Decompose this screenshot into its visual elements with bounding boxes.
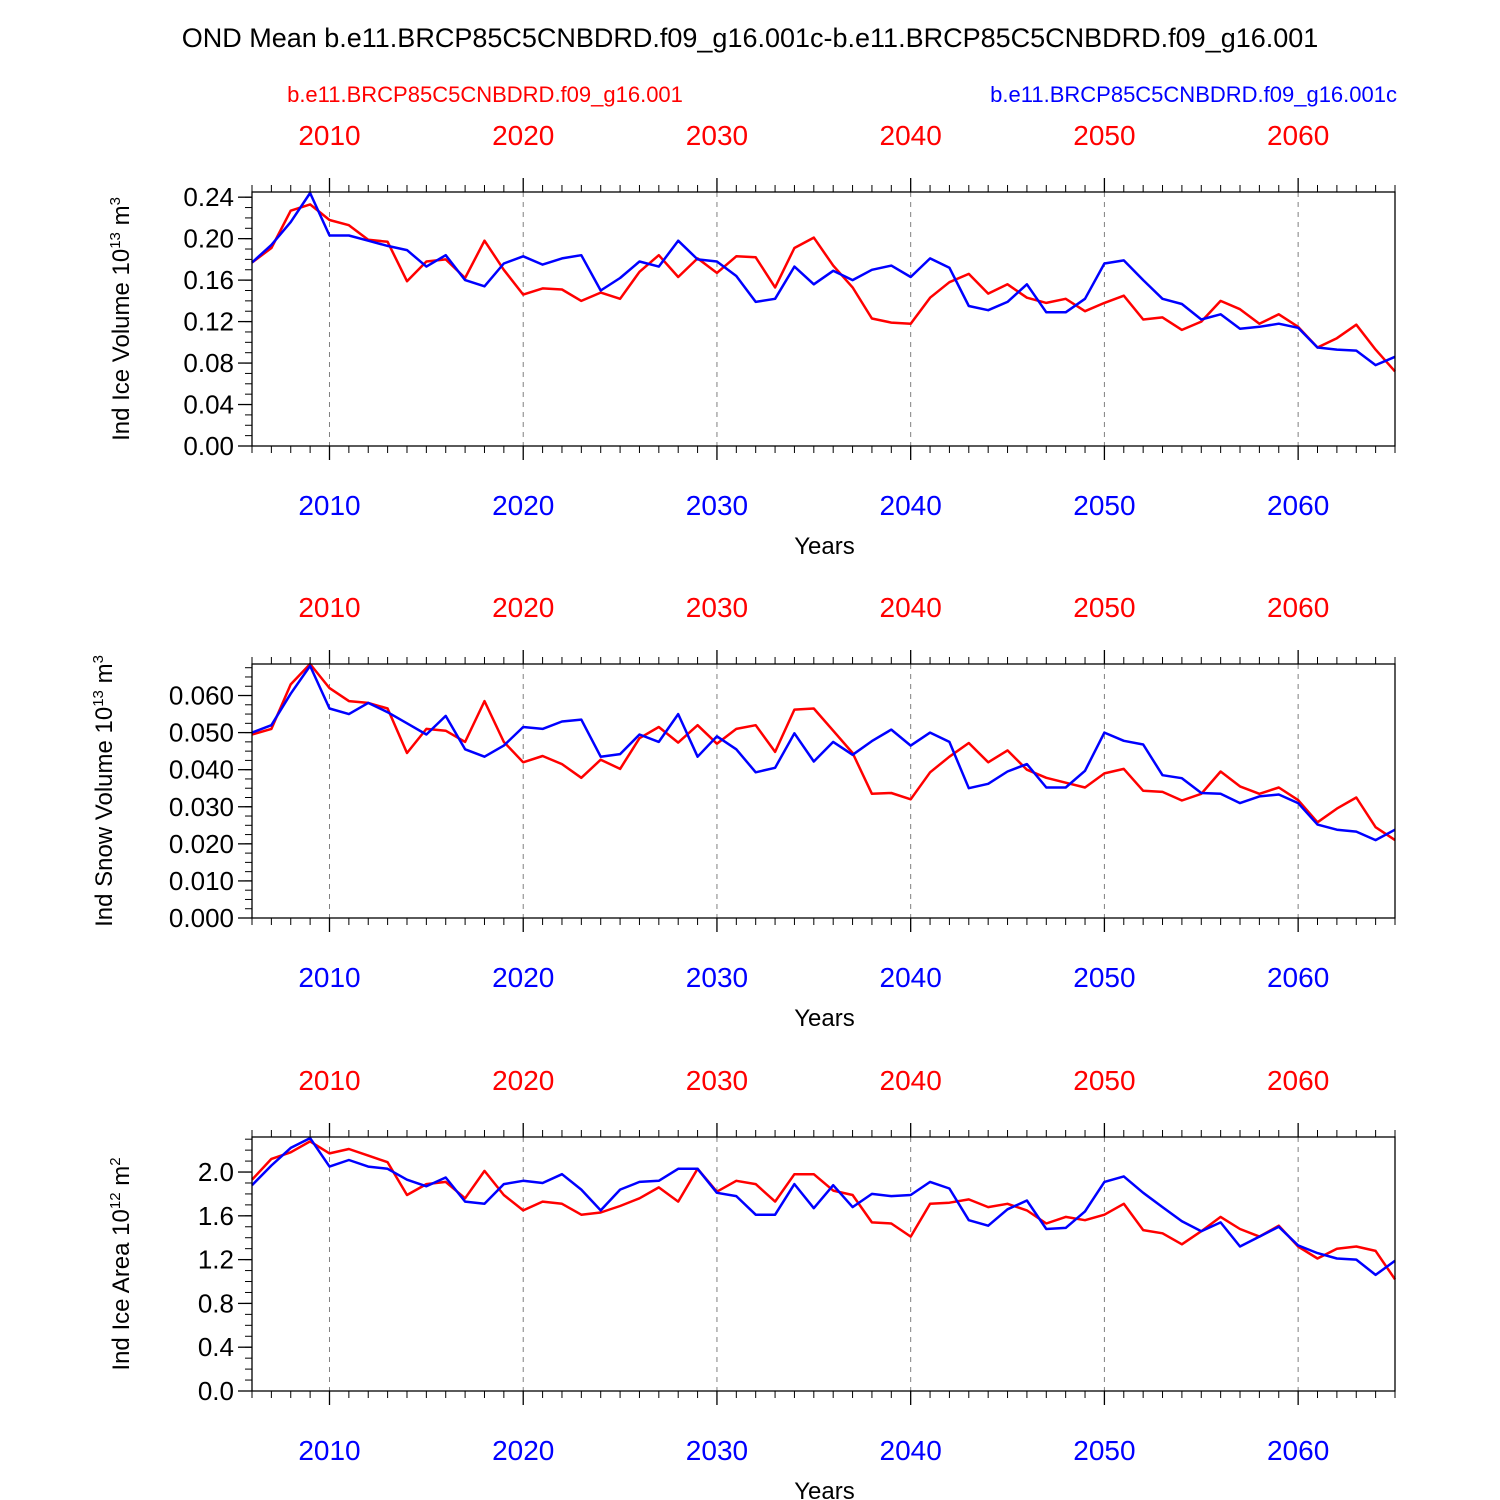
y-axis-label-ylabel: Ind Ice Volume 10 [108, 249, 135, 441]
x-tick-label-top: 2040 [880, 1065, 942, 1096]
x-tick-label-bottom: 2030 [686, 490, 748, 521]
y-tick-label: 0.030 [169, 792, 234, 822]
x-tick-label-bottom: 2060 [1267, 962, 1329, 993]
panel-ice-area: 0.0 0.4 0.8 1.2 1.6 2.0 2010 2010 2020 2020 2030 20… [107, 1065, 1397, 1500]
x-tick-label-bottom: 2020 [492, 490, 554, 521]
y-axis-label-ylabel-exp: 13 [90, 690, 107, 707]
x-tick-label-top: 2020 [492, 592, 554, 623]
x-tick-label-bottom: 2010 [298, 962, 360, 993]
x-tick-label-bottom: 2050 [1073, 1435, 1135, 1466]
x-tick-label-top: 2050 [1073, 120, 1135, 151]
y-axis-label-ylabel: Ind Snow Volume 10 [91, 707, 118, 927]
x-tick-label-top: 2040 [880, 120, 942, 151]
legend-entry-red: b.e11.BRCP85C5CNBDRD.f09_g16.001 [287, 82, 683, 107]
series-line-blue [251, 664, 1396, 842]
series-line-red [251, 662, 1396, 842]
y-tick-label: 0.00 [183, 431, 234, 461]
x-tick-label-bottom: 2040 [880, 490, 942, 521]
x-tick-label-bottom: 2030 [686, 962, 748, 993]
y-tick-label: 0.12 [183, 307, 234, 337]
y-tick-label: 0.04 [183, 390, 234, 420]
x-tick-label-top: 2060 [1267, 120, 1329, 151]
y-tick-label: 0.8 [198, 1288, 234, 1318]
x-tick-label-bottom: 2020 [492, 962, 554, 993]
x-tick-label-bottom: 2050 [1073, 490, 1135, 521]
x-tick-label-bottom: 2040 [880, 962, 942, 993]
x-tick-label-top: 2010 [298, 120, 360, 151]
panels: 0.00 0.04 0.08 0.12 0.16 0.20 0.24 2010 2010 2020… [90, 120, 1397, 1500]
figure-title: OND Mean b.e11.BRCP85C5CNBDRD.f09_g16.00… [182, 23, 1319, 53]
y-tick-label: 0.040 [169, 755, 234, 785]
x-tick-label-top: 2030 [686, 592, 748, 623]
y-axis-label: Ind Ice Area 1012 m2 [107, 1157, 135, 1370]
x-tick-label-bottom: 2030 [686, 1435, 748, 1466]
x-tick-label-top: 2060 [1267, 592, 1329, 623]
y-tick-label: 0.010 [169, 866, 234, 896]
x-tick-label-bottom: 2040 [880, 1435, 942, 1466]
panel-ice-volume: 0.00 0.04 0.08 0.12 0.16 0.20 0.24 2010 2010 2020… [107, 120, 1396, 560]
y-axis-label-ylabel-unit-exp: 3 [107, 197, 124, 205]
x-axis-label: Years [794, 1478, 855, 1500]
y-axis-label-ylabel-unit-exp: 3 [90, 655, 107, 663]
y-axis-label: Ind Snow Volume 1013 m3 [90, 655, 118, 927]
y-axis-label: Ind Ice Volume 1013 m3 [107, 197, 135, 441]
y-tick-label: 0.08 [183, 348, 234, 378]
y-axis-label-ylabel-unit: m [108, 1166, 135, 1193]
x-tick-label-top: 2020 [492, 120, 554, 151]
series-line-red [251, 203, 1396, 373]
plot-frame [251, 1136, 1396, 1392]
plot-frame [251, 663, 1396, 919]
x-tick-label-bottom: 2050 [1073, 962, 1135, 993]
y-axis-label-ylabel: Ind Ice Area 10 [108, 1209, 135, 1370]
y-tick-label: 2.0 [198, 1157, 234, 1187]
x-tick-label-bottom: 2010 [298, 1435, 360, 1466]
y-axis-label-ylabel-exp: 12 [107, 1192, 124, 1209]
x-tick-label-top: 2060 [1267, 1065, 1329, 1096]
x-tick-label-top: 2050 [1073, 592, 1135, 623]
panel-snow-volume: 0.000 0.010 0.020 0.030 0.040 0.050 0.060 2010 2… [90, 592, 1396, 1032]
x-tick-label-top: 2030 [686, 1065, 748, 1096]
series-line-blue [251, 1136, 1396, 1277]
x-tick-label-bottom: 2020 [492, 1435, 554, 1466]
y-axis-label-ylabel-exp: 13 [107, 232, 124, 249]
y-axis-label-ylabel-unit: m [108, 205, 135, 232]
series-line-blue [251, 191, 1396, 367]
y-tick-label: 1.2 [198, 1245, 234, 1275]
y-tick-label: 0.24 [183, 182, 234, 212]
y-tick-label: 1.6 [198, 1201, 234, 1231]
y-tick-label: 0.16 [183, 265, 234, 295]
x-tick-label-bottom: 2060 [1267, 490, 1329, 521]
y-tick-label: 0.020 [169, 829, 234, 859]
x-tick-label-top: 2030 [686, 120, 748, 151]
series-line-red [251, 1140, 1397, 1281]
legend-entry-blue: b.e11.BRCP85C5CNBDRD.f09_g16.001c [990, 82, 1397, 107]
y-tick-label: 0.060 [169, 681, 234, 711]
y-tick-label: 0.000 [169, 903, 234, 933]
x-tick-label-bottom: 2060 [1267, 1435, 1329, 1466]
plot-frame [251, 191, 1396, 447]
y-axis-label-ylabel-unit-exp: 2 [107, 1157, 124, 1165]
x-tick-label-top: 2020 [492, 1065, 554, 1096]
x-tick-label-top: 2040 [880, 592, 942, 623]
y-tick-label: 0.0 [198, 1376, 234, 1406]
x-axis-label: Years [794, 1005, 855, 1032]
x-tick-label-top: 2010 [298, 1065, 360, 1096]
y-axis-label-ylabel-unit: m [91, 663, 118, 690]
x-tick-label-top: 2010 [298, 592, 360, 623]
x-tick-label-bottom: 2010 [298, 490, 360, 521]
y-tick-label: 0.050 [169, 718, 234, 748]
y-tick-label: 0.20 [183, 224, 234, 254]
x-axis-label: Years [794, 533, 855, 560]
y-tick-label: 0.4 [198, 1332, 234, 1362]
x-tick-label-top: 2050 [1073, 1065, 1135, 1096]
